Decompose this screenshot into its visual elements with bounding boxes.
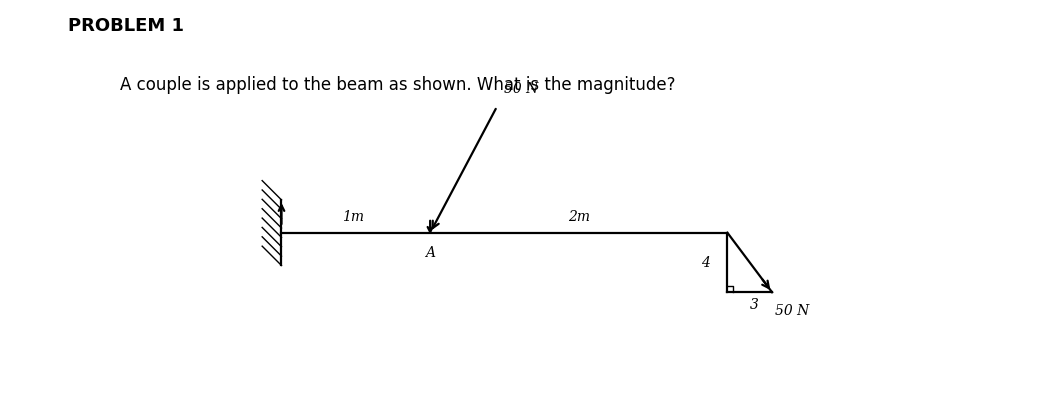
Text: 50 N: 50 N <box>775 304 809 318</box>
Text: 3: 3 <box>750 298 758 312</box>
Text: 50 N: 50 N <box>505 82 539 96</box>
Text: 4: 4 <box>701 255 709 270</box>
Text: 1m: 1m <box>342 210 364 224</box>
Text: PROBLEM 1: PROBLEM 1 <box>68 17 184 35</box>
Text: A couple is applied to the beam as shown. What is the magnitude?: A couple is applied to the beam as shown… <box>120 76 676 94</box>
Text: A: A <box>426 246 435 260</box>
Text: 2m: 2m <box>567 210 589 224</box>
